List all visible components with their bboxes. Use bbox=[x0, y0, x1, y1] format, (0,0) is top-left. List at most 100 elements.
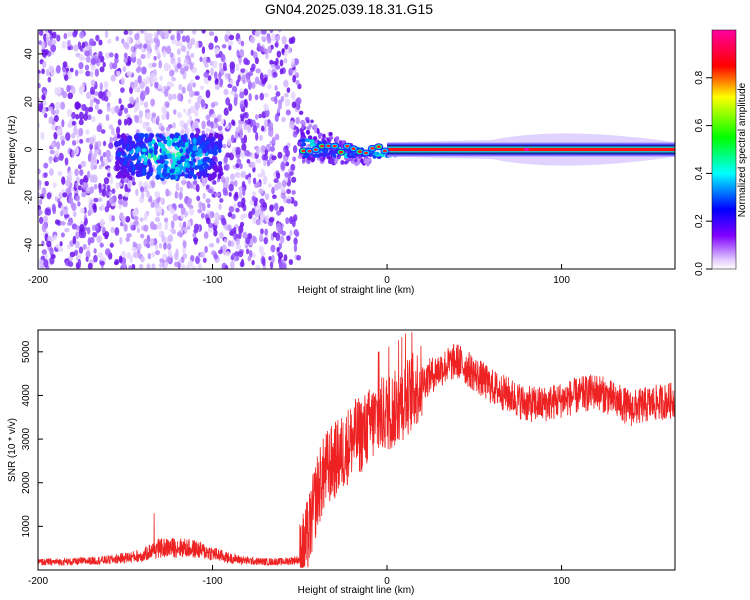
heatmap-cell bbox=[271, 186, 275, 195]
heatmap-cell bbox=[241, 143, 247, 152]
heatmap-cell bbox=[174, 132, 179, 139]
heatmap-cell bbox=[222, 62, 227, 71]
heatmap-cell bbox=[103, 80, 109, 90]
heatmap-cell bbox=[258, 188, 264, 194]
heatmap-cell bbox=[41, 41, 46, 50]
carrier-bead-core bbox=[320, 144, 325, 148]
heatmap-cell bbox=[227, 212, 233, 218]
heatmap-cell bbox=[206, 184, 210, 190]
heatmap-cell bbox=[38, 40, 42, 46]
heatmap-cell bbox=[51, 39, 57, 45]
heatmap-cell bbox=[159, 75, 163, 81]
heatmap-cell bbox=[277, 30, 282, 33]
heatmap-cell bbox=[169, 69, 175, 77]
heatmap-cell bbox=[163, 163, 168, 169]
heatmap-cell bbox=[160, 159, 165, 164]
heatmap-cell bbox=[214, 192, 221, 198]
heatmap-cell bbox=[65, 188, 71, 196]
heatmap-cell bbox=[150, 221, 155, 230]
heatmap-cell bbox=[144, 137, 149, 144]
heatmap-cell bbox=[208, 243, 215, 248]
heatmap-cell bbox=[133, 216, 139, 221]
heatmap-cell bbox=[242, 213, 248, 219]
heatmap-cell bbox=[93, 254, 98, 263]
heatmap-cell bbox=[177, 56, 181, 66]
y-tick-label: 4000 bbox=[21, 384, 32, 407]
heatmap-cell bbox=[260, 125, 265, 132]
heatmap-cell bbox=[151, 175, 157, 182]
heatmap-cell bbox=[129, 142, 135, 150]
heatmap-cell bbox=[268, 217, 275, 223]
heatmap-cell bbox=[239, 48, 245, 58]
heatmap-cell bbox=[197, 135, 202, 142]
heatmap-cell bbox=[140, 233, 145, 239]
heatmap-cell bbox=[187, 98, 192, 104]
heatmap-cell bbox=[223, 238, 228, 244]
heatmap-cell bbox=[246, 124, 252, 133]
heatmap-cell bbox=[274, 42, 278, 48]
heatmap-cell bbox=[93, 183, 98, 190]
heatmap-cell bbox=[93, 97, 98, 103]
carrier-bead-core bbox=[351, 147, 356, 150]
heatmap-cell bbox=[193, 228, 199, 234]
heatmap-cell bbox=[121, 132, 126, 140]
heatmap-cell bbox=[174, 166, 180, 173]
heatmap-cell bbox=[63, 208, 69, 215]
heatmap-cell bbox=[117, 165, 122, 171]
heatmap-cell bbox=[46, 192, 52, 200]
heatmap-cell bbox=[124, 42, 130, 50]
heatmap-cell bbox=[74, 240, 80, 249]
heatmap-cell bbox=[159, 30, 163, 37]
heatmap-cell bbox=[254, 113, 259, 120]
heatmap-cell bbox=[192, 137, 197, 145]
heatmap-cell bbox=[291, 58, 295, 64]
heatmap-cell bbox=[235, 207, 240, 213]
heatmap-cell bbox=[78, 119, 84, 126]
heatmap-cell bbox=[123, 262, 127, 269]
heatmap-cell bbox=[255, 68, 261, 74]
heatmap-cell bbox=[66, 84, 71, 93]
heatmap-cell bbox=[134, 102, 140, 111]
heatmap-cell bbox=[122, 65, 127, 73]
heatmap-cell bbox=[163, 62, 169, 72]
heatmap-cell bbox=[128, 175, 133, 181]
heatmap-cell bbox=[267, 45, 272, 54]
heatmap-cell bbox=[274, 133, 280, 141]
heatmap-cell bbox=[154, 249, 161, 256]
heatmap-cell bbox=[106, 90, 112, 98]
heatmap-cell bbox=[114, 160, 120, 165]
heatmap-cell bbox=[77, 201, 81, 207]
heatmap-cell bbox=[106, 184, 111, 192]
heatmap-cell bbox=[161, 105, 167, 114]
heatmap-cell bbox=[126, 71, 132, 77]
heatmap-cell bbox=[97, 109, 103, 115]
heatmap-cell bbox=[262, 153, 269, 162]
heatmap-cell bbox=[242, 79, 246, 85]
heatmap-cell bbox=[142, 91, 148, 96]
heatmap-cell bbox=[276, 210, 282, 216]
heatmap-cell bbox=[61, 119, 65, 128]
heatmap-cell bbox=[205, 89, 211, 99]
heatmap-cell bbox=[96, 124, 102, 133]
heatmap-cell bbox=[248, 211, 253, 220]
heatmap-cell bbox=[94, 104, 99, 111]
heatmap-cell bbox=[64, 157, 69, 166]
heatmap-cell bbox=[142, 121, 147, 130]
heatmap-cell bbox=[235, 63, 240, 72]
heatmap-cell bbox=[267, 68, 272, 77]
heatmap-cell bbox=[156, 159, 162, 164]
heatmap-cell bbox=[38, 168, 41, 175]
heatmap-cell bbox=[126, 137, 132, 145]
heatmap-cell bbox=[85, 256, 89, 262]
heatmap-cell bbox=[180, 256, 185, 264]
heatmap-cell bbox=[112, 136, 118, 142]
heatmap-cell bbox=[360, 158, 364, 164]
heatmap-cell bbox=[138, 264, 144, 269]
heatmap-cell bbox=[245, 248, 250, 255]
spectrogram-x-ticks: -200 -100 0 100 bbox=[28, 264, 570, 286]
heatmap-cell bbox=[183, 122, 188, 130]
heatmap-cell bbox=[173, 158, 178, 165]
heatmap-cell bbox=[163, 242, 167, 250]
heatmap-cell bbox=[130, 224, 135, 231]
heatmap-cell bbox=[291, 176, 297, 183]
